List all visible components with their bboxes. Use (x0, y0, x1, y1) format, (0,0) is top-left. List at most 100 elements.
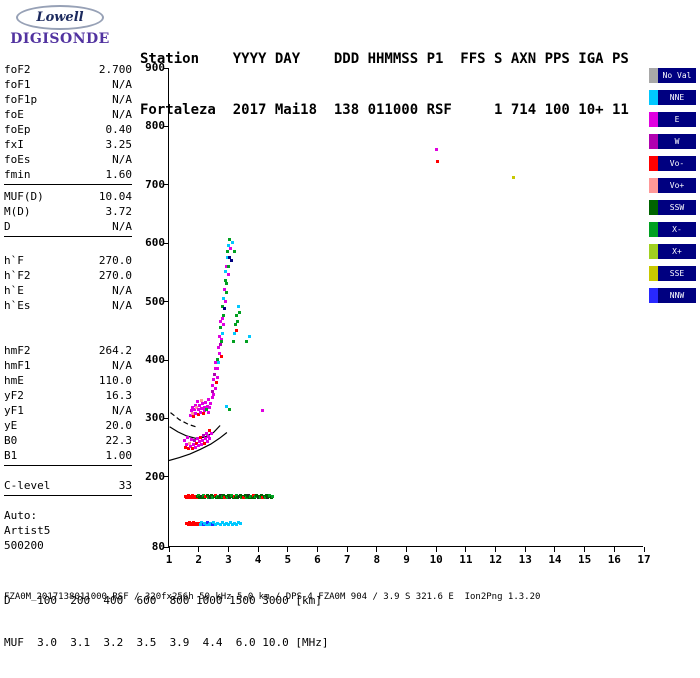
echo-point (234, 314, 238, 318)
y-axis-tick (164, 476, 169, 478)
parameter-label: yF1 (4, 404, 24, 417)
echo-point (225, 264, 229, 268)
echo-point (206, 410, 210, 414)
parameter-value: 1.00 (105, 449, 133, 462)
header-block: Station YYYY DAY DDD HHMMSS P1 FFS S AXN… (140, 17, 629, 153)
echo-point (200, 439, 204, 443)
parameter-row: yF1 N/A (4, 403, 132, 418)
separator-line (4, 236, 132, 237)
x-axis-label: 15 (578, 553, 592, 566)
echo-point (225, 404, 229, 408)
echo-point (212, 520, 216, 524)
parameter-row: Auto: (4, 508, 132, 523)
echo-point (201, 433, 205, 437)
echo-point (190, 446, 194, 450)
echo-point (228, 247, 232, 250)
x-axis-label: 3 (225, 553, 232, 566)
echo-point (221, 322, 225, 326)
x-axis-tick (643, 547, 645, 552)
parameter-row: fxI 3.25 (4, 137, 132, 152)
y-axis-label: 400 (145, 353, 165, 367)
echo-point (250, 495, 254, 499)
echo-point (247, 494, 251, 498)
echo-point (215, 375, 219, 379)
y-axis-tick (164, 301, 169, 303)
parameter-row: hmF1 N/A (4, 358, 132, 373)
echo-point (190, 521, 194, 525)
echo-point (226, 249, 230, 253)
x-axis-label: 8 (373, 553, 381, 566)
echo-point (186, 523, 190, 527)
echo-point (231, 522, 235, 526)
echo-point (215, 496, 218, 500)
legend-item: W (649, 134, 696, 149)
header-values-row: Fortaleza 2017 Mai18 138 011000 RSF 1 71… (140, 102, 629, 118)
parameter-label: foEs (4, 153, 31, 166)
parameter-group: Auto: Artist5 500200 (4, 508, 132, 553)
legend-item: SSW (649, 200, 696, 215)
echo-point (194, 441, 198, 445)
echo-point (212, 393, 216, 397)
y-axis-tick (164, 242, 169, 244)
echo-point (260, 494, 264, 498)
echo-point (202, 442, 206, 446)
echo-point (233, 521, 237, 525)
echo-point (206, 520, 210, 524)
x-axis-tick (168, 547, 170, 552)
parameter-group: C-level 33 (4, 478, 132, 493)
echo-point (196, 523, 199, 527)
x-axis-label: 6 (314, 553, 321, 566)
echo-point (188, 414, 192, 418)
separator-line (4, 495, 132, 496)
parameter-row: h`Es N/A (4, 298, 132, 313)
x-axis-tick (584, 547, 586, 552)
echo-point (220, 355, 224, 359)
parameter-row: foF1p N/A (4, 92, 132, 107)
legend-label: W (658, 134, 696, 149)
echo-point (264, 494, 268, 498)
echo-point (239, 496, 243, 500)
echo-point (237, 520, 241, 524)
x-axis-tick (554, 547, 556, 552)
parameter-row: B1 1.00 (4, 448, 132, 463)
echo-point (222, 314, 226, 318)
echo-point (235, 523, 239, 527)
y-axis-label: 800 (145, 119, 165, 133)
legend-label: E (658, 112, 696, 127)
x-axis-tick (376, 547, 378, 552)
legend-item: E (649, 112, 696, 127)
parameter-group: h`F 270.0 h`F2 270.0 h`E N/A h`Es N/A (4, 253, 132, 313)
x-axis-label: 4 (254, 553, 262, 566)
x-axis-tick (346, 547, 348, 552)
x-axis-label: 5 (284, 553, 292, 566)
parameter-label: foF1 (4, 78, 31, 91)
parameter-group: hmF2 264.2 hmF1 N/A hmE 110.0 yF2 16.3 yF1 N/A yE 2… (4, 343, 132, 463)
parameter-value: 22.3 (105, 434, 133, 447)
echo-point (205, 439, 209, 443)
parameter-row: C-level 33 (4, 478, 132, 493)
echo-point (226, 494, 230, 498)
x-axis-tick (495, 547, 497, 552)
echo-point (261, 409, 265, 413)
ionogram-plot: 80 200 300 400 500 600 700 800 900 1 2 3 4 5 6 7 8 9 10 11 1… (145, 61, 651, 566)
lowell-logo-oval: Lowell (16, 5, 104, 30)
echo-point (236, 320, 240, 324)
echo-point (187, 441, 191, 445)
parameter-value: N/A (112, 93, 132, 106)
parameter-row: M(D) 3.72 (4, 204, 132, 219)
parameter-label: hmF2 (4, 344, 31, 357)
parameter-row: D N/A (4, 219, 132, 234)
separator-line (4, 184, 132, 185)
echo-point (196, 413, 200, 417)
parameter-label: h`F (4, 254, 24, 267)
parameter-label: Artist5 (4, 524, 51, 537)
echo-point (231, 496, 235, 500)
echo-point (195, 436, 199, 440)
echo-point (215, 357, 219, 361)
echo-point (219, 337, 223, 341)
echo-point (207, 398, 211, 402)
echo-point (196, 400, 199, 404)
echo-point (256, 496, 260, 500)
echo-point (220, 340, 224, 344)
echo-point (223, 306, 227, 310)
